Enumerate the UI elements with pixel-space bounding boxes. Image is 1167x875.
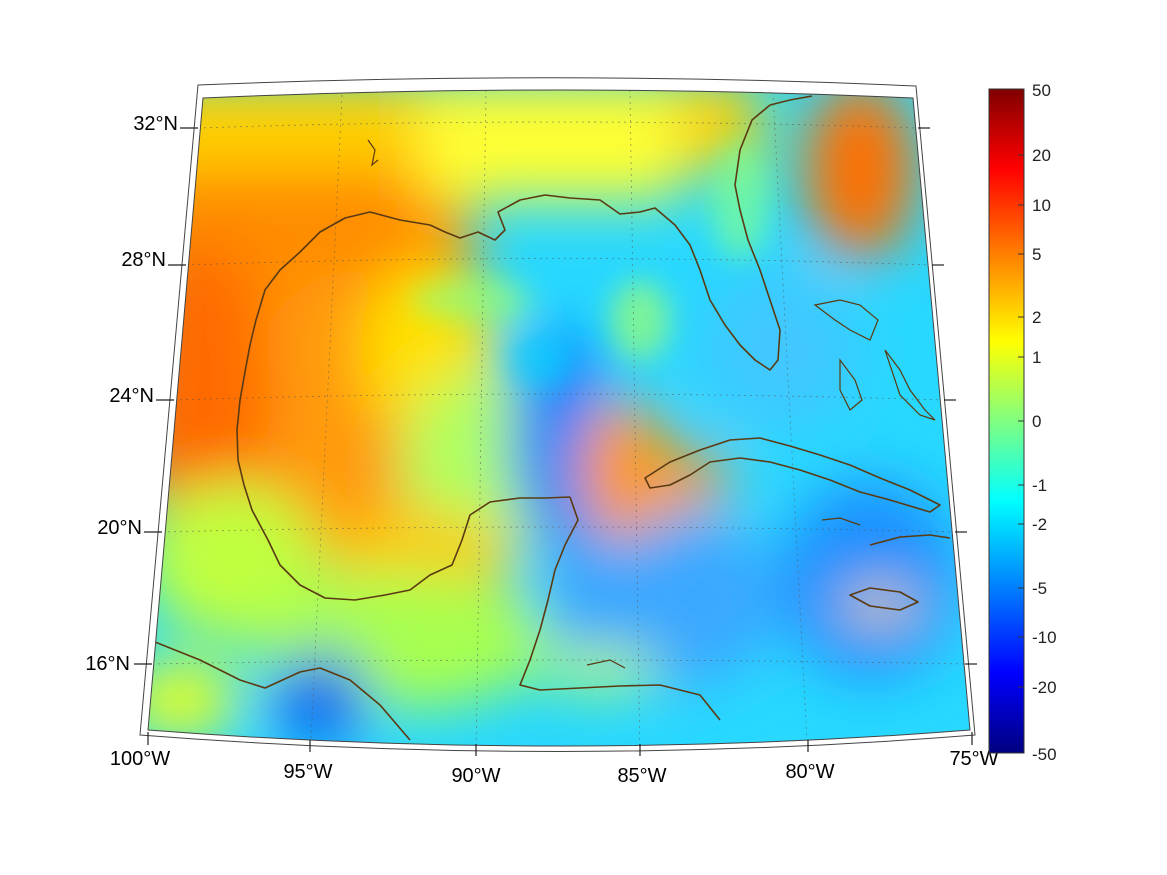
colorbar: 50 20 10 5 2 1 0 -1 -2 -5 -10 -20 -50 [988, 81, 1057, 764]
lat-label: 16°N [85, 653, 130, 675]
data-field [148, 90, 970, 746]
colorbar-tick-label: 10 [1032, 196, 1051, 215]
lon-label: 75°W [949, 748, 998, 770]
map-frame [134, 77, 977, 756]
graticule [151, 90, 966, 746]
latitude-labels: 32°N 28°N 24°N 20°N 16°N [85, 113, 178, 675]
lat-label: 20°N [97, 517, 142, 539]
colorbar-tick-label: 20 [1032, 146, 1051, 165]
lon-label: 100°W [110, 748, 170, 770]
lat-label: 28°N [121, 249, 166, 271]
colorbar-tick-label: -5 [1032, 579, 1047, 598]
colorbar-tick-label: 0 [1032, 412, 1041, 431]
colorbar-tick-label: -1 [1032, 476, 1047, 495]
lon-label: 80°W [785, 761, 834, 783]
colorbar-tick-label: 5 [1032, 245, 1041, 264]
colorbar-tick-label: -20 [1032, 678, 1057, 697]
lon-label: 95°W [283, 761, 332, 783]
colorbar-tick-label: -2 [1032, 515, 1047, 534]
lon-label: 90°W [451, 765, 500, 787]
coastlines [149, 95, 951, 741]
lat-label: 32°N [133, 113, 178, 135]
colorbar-tick-label: -10 [1032, 628, 1057, 647]
colorbar-tick-label: 1 [1032, 348, 1041, 367]
lon-label: 85°W [617, 765, 666, 787]
lat-label: 24°N [109, 385, 154, 407]
colorbar-tick-label: 2 [1032, 308, 1041, 327]
colorbar-tick-label: -50 [1032, 745, 1057, 764]
longitude-labels: 100°W 95°W 90°W 85°W 80°W 75°W [110, 748, 999, 787]
colorbar-tick-label: 50 [1032, 81, 1051, 100]
